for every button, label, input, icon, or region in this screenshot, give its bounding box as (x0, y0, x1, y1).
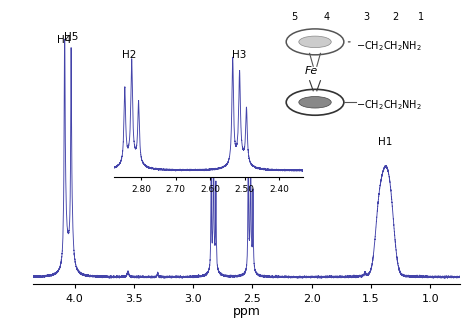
Text: 1: 1 (418, 12, 424, 22)
Text: $-$CH$_2$CH$_2$NH$_2$: $-$CH$_2$CH$_2$NH$_2$ (356, 98, 422, 112)
Text: H4: H4 (57, 35, 72, 45)
Text: 2: 2 (392, 12, 399, 22)
Ellipse shape (299, 96, 331, 108)
Text: H1: H1 (378, 137, 392, 147)
Text: H5: H5 (64, 32, 78, 42)
X-axis label: ppm: ppm (233, 305, 260, 318)
Text: 4: 4 (324, 12, 330, 22)
Text: 5: 5 (292, 12, 298, 22)
Text: Fe: Fe (305, 65, 318, 76)
Text: H3: H3 (232, 50, 247, 60)
Text: $-$CH$_2$CH$_2$NH$_2$: $-$CH$_2$CH$_2$NH$_2$ (356, 39, 422, 53)
Text: H2: H2 (122, 50, 137, 60)
Ellipse shape (299, 36, 331, 48)
Text: 3: 3 (364, 12, 370, 22)
